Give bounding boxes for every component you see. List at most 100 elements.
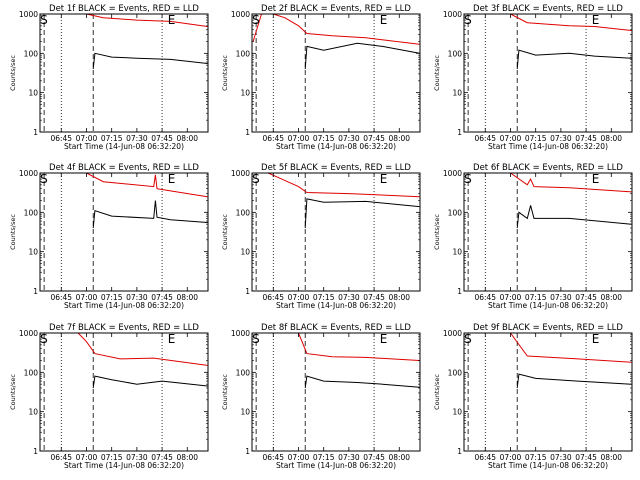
x-tick-label: 06:45: [474, 453, 496, 462]
x-tick-label: 07:30: [338, 293, 360, 302]
y-tick-label: 1000: [19, 10, 38, 19]
end-marker: E: [168, 172, 176, 186]
y-axis-label: Counts/sec: [9, 214, 17, 250]
plot-frame: [463, 172, 633, 292]
y-axis-label: Counts/sec: [221, 214, 229, 250]
x-tick-label: 07:00: [288, 293, 310, 302]
x-tick-label: 08:00: [600, 293, 622, 302]
x-tick-label: 07:00: [76, 293, 98, 302]
x-tick-label: 07:45: [151, 134, 173, 143]
x-axis-label: Start Time (14-Jun-08 06:32:20): [64, 461, 184, 470]
x-tick-label: 07:45: [575, 293, 597, 302]
x-axis-label: Start Time (14-Jun-08 06:32:20): [276, 142, 396, 151]
x-tick-label: 08:00: [388, 453, 410, 462]
x-tick-label: 06:45: [50, 293, 72, 302]
x-tick-label: 07:15: [101, 453, 123, 462]
plot-frame: [39, 13, 209, 133]
x-tick-label: 08:00: [176, 453, 198, 462]
x-tick-label: 07:15: [313, 453, 335, 462]
panel-det-6: Det 6f BLACK = Events, RED = LLD 1 10 100 10…: [433, 163, 633, 310]
lld-series-line: [253, 173, 420, 198]
y-tick-label: 1: [33, 447, 38, 456]
lld-series-line: [465, 173, 632, 193]
x-axis-label: Start Time (14-Jun-08 06:32:20): [64, 301, 184, 310]
y-tick-label: 100: [24, 49, 39, 58]
y-tick-label: 100: [236, 368, 251, 377]
panel-title: Det 1f BLACK = Events, RED = LLD: [49, 4, 199, 14]
y-tick-label: 10: [28, 248, 38, 257]
events-series-line: [92, 200, 208, 229]
x-tick-label: 07:15: [101, 134, 123, 143]
plot-frame: [463, 332, 633, 452]
x-tick-label: 07:00: [500, 293, 522, 302]
lld-series-line: [465, 14, 632, 31]
y-tick-label: 100: [236, 208, 251, 217]
plot-frame: [39, 332, 209, 452]
y-tick-label: 10: [28, 408, 38, 417]
y-axis-label: Counts/sec: [9, 374, 17, 410]
y-tick-label: 1: [457, 447, 462, 456]
y-tick-label: 10: [240, 248, 250, 257]
x-tick-label: 07:15: [525, 293, 547, 302]
y-axis-label: Counts/sec: [433, 55, 441, 91]
x-tick-label: 06:45: [474, 134, 496, 143]
start-marker: S: [252, 332, 260, 346]
panel-title: Det 8f BLACK = Events, RED = LLD: [261, 323, 411, 333]
end-marker: E: [380, 172, 388, 186]
x-axis-label: Start Time (14-Jun-08 06:32:20): [276, 301, 396, 310]
lld-series-line: [41, 173, 208, 198]
x-tick-label: 07:15: [313, 293, 335, 302]
x-tick-label: 07:30: [550, 134, 572, 143]
events-series-line: [92, 375, 208, 389]
panel-det-8: Det 8f BLACK = Events, RED = LLD 1 10 100 10…: [221, 323, 421, 470]
start-marker: S: [40, 13, 48, 27]
x-tick-label: 07:30: [550, 453, 572, 462]
x-tick-label: 07:15: [101, 293, 123, 302]
x-tick-label: 07:15: [313, 134, 335, 143]
panel-det-4: Det 4f BLACK = Events, RED = LLD 1 10 100 10…: [9, 163, 209, 310]
y-tick-label: 1000: [443, 10, 462, 19]
panel-title: Det 9f BLACK = Events, RED = LLD: [473, 323, 623, 333]
lld-series-line: [253, 333, 420, 361]
lld-series-line: [252, 14, 420, 45]
x-tick-label: 07:00: [500, 134, 522, 143]
x-tick-label: 06:45: [50, 134, 72, 143]
end-marker: E: [592, 13, 600, 27]
end-marker: E: [592, 332, 600, 346]
y-tick-label: 10: [28, 89, 38, 98]
y-tick-label: 10: [240, 408, 250, 417]
y-tick-label: 1000: [19, 169, 38, 178]
panel-title: Det 5f BLACK = Events, RED = LLD: [261, 163, 411, 173]
start-marker: S: [252, 13, 260, 27]
y-tick-label: 1000: [443, 329, 462, 338]
lld-series-line: [41, 14, 208, 27]
y-tick-label: 1: [245, 128, 250, 137]
events-series-line: [516, 205, 632, 229]
panel-title: Det 7f BLACK = Events, RED = LLD: [49, 323, 199, 333]
events-series-line: [304, 198, 420, 229]
panel-det-2: Det 2f BLACK = Events, RED = LLD 1 10 100 10…: [221, 4, 421, 151]
x-axis-label: Start Time (14-Jun-08 06:32:20): [64, 142, 184, 151]
x-axis-label: Start Time (14-Jun-08 06:32:20): [488, 142, 608, 151]
x-tick-label: 07:30: [338, 453, 360, 462]
lld-series-line: [465, 333, 632, 363]
x-tick-label: 07:30: [338, 134, 360, 143]
y-tick-label: 1000: [231, 10, 250, 19]
y-axis-label: Counts/sec: [433, 374, 441, 410]
x-tick-label: 08:00: [176, 134, 198, 143]
panel-title: Det 2f BLACK = Events, RED = LLD: [261, 4, 411, 14]
x-tick-label: 07:30: [550, 293, 572, 302]
x-tick-label: 06:45: [474, 293, 496, 302]
start-marker: S: [464, 332, 472, 346]
x-tick-label: 07:00: [500, 453, 522, 462]
y-tick-label: 100: [448, 208, 463, 217]
y-tick-label: 10: [452, 248, 462, 257]
x-tick-label: 07:45: [151, 293, 173, 302]
x-tick-label: 08:00: [388, 293, 410, 302]
x-tick-label: 06:45: [262, 453, 284, 462]
y-axis-label: Counts/sec: [221, 374, 229, 410]
lld-series-line: [41, 333, 208, 366]
events-series-line: [304, 375, 420, 389]
x-axis-label: Start Time (14-Jun-08 06:32:20): [276, 461, 396, 470]
